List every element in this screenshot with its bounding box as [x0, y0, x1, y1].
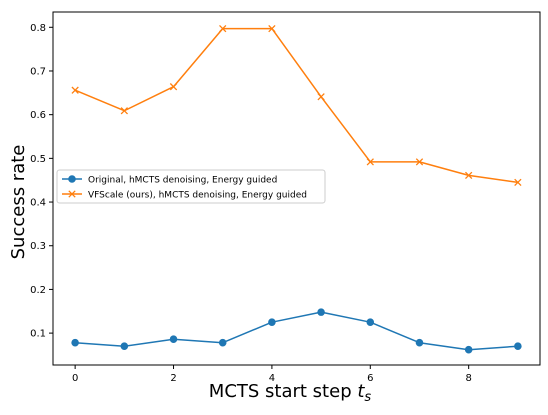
data-point: [218, 338, 227, 347]
data-point-stroke: [71, 86, 79, 94]
data-point: [366, 318, 375, 326]
x-tick-label: 8: [465, 373, 471, 384]
x-axis-label-text: MCTS start step: [209, 381, 352, 402]
x-axis-label-subscript: s: [364, 390, 371, 405]
legend-label: VFScale (ours), hMCTS denoising, Energy …: [88, 191, 307, 201]
data-point: [465, 171, 473, 180]
legend-item: VFScale (ours), hMCTS denoising, Energy …: [62, 190, 307, 201]
y-tick-label: 0.1: [30, 329, 46, 340]
y-tick-label: 0.6: [30, 110, 46, 121]
data-point-stroke: [169, 83, 178, 91]
x-tick-label: 6: [367, 373, 373, 384]
legend-box: [56, 169, 326, 204]
series-1: [71, 24, 522, 187]
legend-label: Original, hMCTS denoising, Energy guided: [88, 176, 277, 186]
data-point-stroke: [268, 24, 276, 33]
data-point-stroke: [465, 171, 473, 180]
data-point: [71, 86, 79, 94]
axis-ticks: 0 2 4 6 8 0.1 0.2 0.3 0.4 0.5 0.6 0.7 0.8: [30, 23, 472, 384]
y-tick-label: 0.7: [30, 66, 46, 77]
data-point: [514, 342, 522, 351]
data-point: [415, 158, 424, 166]
data-point: [415, 338, 424, 347]
legend-marker-stroke: [68, 190, 76, 198]
legend-marker: [68, 175, 76, 183]
data-point-stroke: [120, 107, 128, 115]
x-tick-label: 2: [170, 373, 176, 384]
data-point-stroke: [415, 158, 424, 166]
data-point: [366, 158, 374, 166]
x-tick-label: 0: [72, 373, 78, 384]
data-point-stroke: [317, 93, 325, 101]
x-axis-label: MCTS start step ts: [209, 381, 372, 405]
plot-frame: [52, 11, 541, 366]
legend: Original, hMCTS denoising, Energy guided…: [56, 169, 326, 204]
data-point-stroke: [219, 24, 227, 33]
legend-marker: [68, 190, 76, 198]
data-point: [317, 93, 325, 101]
data-point: [464, 345, 473, 354]
data-point: [71, 338, 79, 347]
x-tick-label: 4: [269, 373, 275, 384]
series-layer: [71, 24, 522, 354]
series-line: [74, 27, 518, 184]
y-axis-label: Success rate: [8, 145, 29, 260]
y-tick-label: 0.5: [30, 154, 46, 165]
y-tick-label: 0.2: [30, 285, 46, 296]
data-point: [514, 178, 522, 187]
data-point: [317, 308, 325, 316]
series-0: [71, 308, 522, 354]
data-point: [120, 107, 128, 115]
data-point: [268, 24, 276, 33]
data-point: [219, 24, 227, 33]
y-tick-label: 0.3: [30, 241, 46, 252]
y-tick-label: 0.8: [30, 23, 46, 34]
legend-item: Original, hMCTS denoising, Energy guided: [62, 175, 277, 186]
data-point: [120, 342, 129, 351]
y-tick-label: 0.4: [30, 198, 46, 209]
data-point-stroke: [366, 158, 374, 166]
series-line: [75, 311, 518, 351]
data-point: [169, 335, 178, 344]
data-point: [169, 83, 178, 91]
data-point: [268, 318, 276, 326]
x-axis-label-symbol: t: [357, 381, 365, 402]
data-point-stroke: [514, 178, 522, 187]
